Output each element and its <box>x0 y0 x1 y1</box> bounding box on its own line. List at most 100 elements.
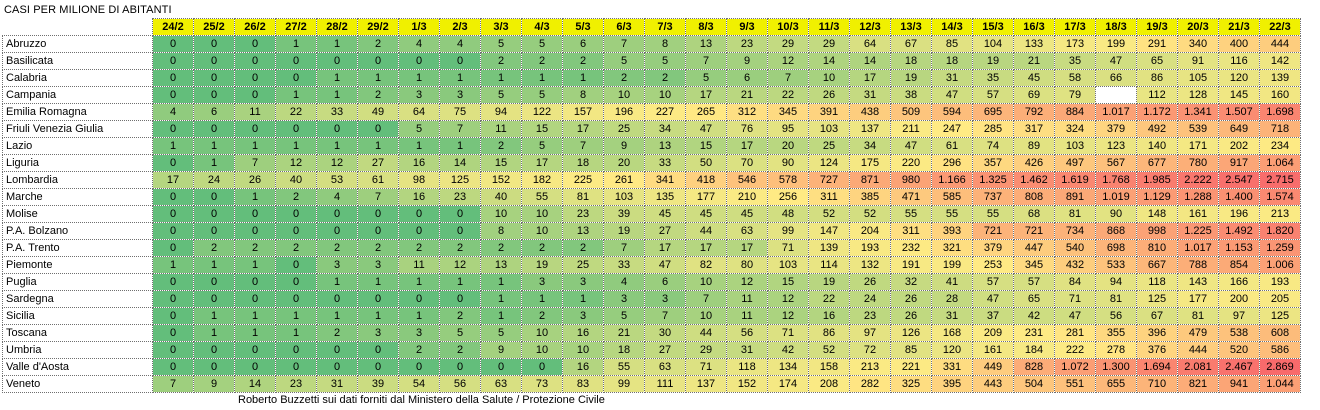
value-cell: 67 <box>890 35 932 53</box>
value-cell: 45 <box>685 205 727 223</box>
value-cell: 118 <box>726 358 768 376</box>
value-cell: 0 <box>193 120 235 138</box>
region-name: Veneto <box>2 375 153 393</box>
value-cell: 247 <box>931 120 973 138</box>
table-row: Molise 0 0 0 0 0 0 0 0 10 10 23 39 45 45 45 48 52 52 55 55 55… <box>2 205 1301 223</box>
value-cell: 3 <box>316 256 358 274</box>
value-cell: 90 <box>1095 205 1137 223</box>
value-cell: 0 <box>439 290 481 308</box>
value-cell: 0 <box>316 290 358 308</box>
value-cell: 395 <box>931 375 973 393</box>
value-cell: 2.081 <box>1177 358 1219 376</box>
value-cell: 4 <box>152 103 194 121</box>
value-cell: 45 <box>726 205 768 223</box>
value-cell: 0 <box>275 290 317 308</box>
value-cell: 11 <box>398 256 440 274</box>
table-row: Lombardia 17 24 26 40 53 61 98 125 152 182 225 261 34… <box>2 171 1301 189</box>
value-cell: 2 <box>480 137 522 155</box>
value-cell: 211 <box>890 120 932 138</box>
value-cell: 0 <box>316 120 358 138</box>
value-cell: 340 <box>1177 35 1219 53</box>
value-cell: 0 <box>275 69 317 87</box>
value-cell: 1.072 <box>1054 358 1096 376</box>
value-cell: 0 <box>193 341 235 359</box>
value-cell: 379 <box>1095 120 1137 138</box>
value-cell: 3 <box>603 290 645 308</box>
value-cell: 147 <box>808 222 850 240</box>
value-cell: 0 <box>357 205 399 223</box>
value-cell: 281 <box>1054 324 1096 342</box>
value-cell: 355 <box>1095 324 1137 342</box>
region-name: Lazio <box>2 137 153 155</box>
value-cell: 1 <box>521 69 563 87</box>
value-cell: 1 <box>193 324 235 342</box>
value-cell: 0 <box>193 222 235 240</box>
value-cell: 64 <box>849 35 891 53</box>
value-cell: 30 <box>644 324 686 342</box>
value-cell: 0 <box>521 358 563 376</box>
value-cell: 104 <box>972 35 1014 53</box>
value-cell: 5 <box>480 86 522 104</box>
value-cell: 213 <box>1259 205 1301 223</box>
value-cell: 12 <box>316 154 358 172</box>
value-cell: 74 <box>972 137 1014 155</box>
column-header-date: 9/3 <box>726 18 768 36</box>
column-header-date: 2/3 <box>439 18 481 36</box>
value-cell: 0 <box>193 205 235 223</box>
value-cell: 311 <box>890 222 932 240</box>
value-cell: 7 <box>767 69 809 87</box>
value-cell: 40 <box>275 171 317 189</box>
value-cell: 808 <box>1013 188 1055 206</box>
value-cell: 2 <box>357 35 399 53</box>
value-cell: 0 <box>439 52 481 70</box>
value-cell: 120 <box>1218 69 1260 87</box>
value-cell: 1 <box>562 69 604 87</box>
column-header-date: 17/3 <box>1054 18 1096 36</box>
value-cell: 84 <box>1054 273 1096 291</box>
region-name: Piemonte <box>2 256 153 274</box>
value-cell: 79 <box>1054 86 1096 104</box>
value-cell: 0 <box>357 222 399 240</box>
value-cell: 29 <box>808 35 850 53</box>
column-header-date: 26/2 <box>234 18 276 36</box>
value-cell: 14 <box>439 154 481 172</box>
value-cell: 208 <box>808 375 850 393</box>
value-cell: 91 <box>1177 52 1219 70</box>
value-cell: 26 <box>234 171 276 189</box>
value-cell: 265 <box>685 103 727 121</box>
value-cell: 10 <box>603 86 645 104</box>
value-cell: 1 <box>480 307 522 325</box>
value-cell: 9 <box>726 52 768 70</box>
region-name: Sicilia <box>2 307 153 325</box>
value-cell: 49 <box>357 103 399 121</box>
value-cell: 52 <box>849 205 891 223</box>
value-cell: 2 <box>603 69 645 87</box>
value-cell: 17 <box>644 239 686 257</box>
value-cell: 220 <box>890 154 932 172</box>
value-cell: 1.341 <box>1177 103 1219 121</box>
value-cell: 471 <box>890 188 932 206</box>
value-cell: 385 <box>849 188 891 206</box>
value-cell: 1 <box>398 307 440 325</box>
table-row: Campania 0 0 0 1 1 2 3 3 5 5 8 10 10 17 21 22 26 31 38 47 57 6… <box>2 86 1301 104</box>
value-cell: 56 <box>439 375 481 393</box>
value-cell: 1 <box>152 256 194 274</box>
value-cell: 256 <box>767 188 809 206</box>
table-row: Liguria 0 1 7 12 12 27 16 14 15 17 18 20 33 50 70 90 124 1… <box>2 154 1301 172</box>
value-cell: 20 <box>767 137 809 155</box>
value-cell: 118 <box>1136 273 1178 291</box>
column-header-date: 22/3 <box>1259 18 1301 36</box>
value-cell: 27 <box>357 154 399 172</box>
value-cell: 31 <box>726 341 768 359</box>
column-header-date: 21/3 <box>1218 18 1260 36</box>
value-cell: 21 <box>1013 52 1055 70</box>
value-cell: 418 <box>685 171 727 189</box>
value-cell: 67 <box>1136 307 1178 325</box>
value-cell: 182 <box>521 171 563 189</box>
value-cell: 0 <box>193 86 235 104</box>
value-cell: 1 <box>234 188 276 206</box>
value-cell: 2 <box>357 239 399 257</box>
value-cell: 0 <box>316 205 358 223</box>
value-cell: 8 <box>480 222 522 240</box>
value-cell: 134 <box>767 358 809 376</box>
